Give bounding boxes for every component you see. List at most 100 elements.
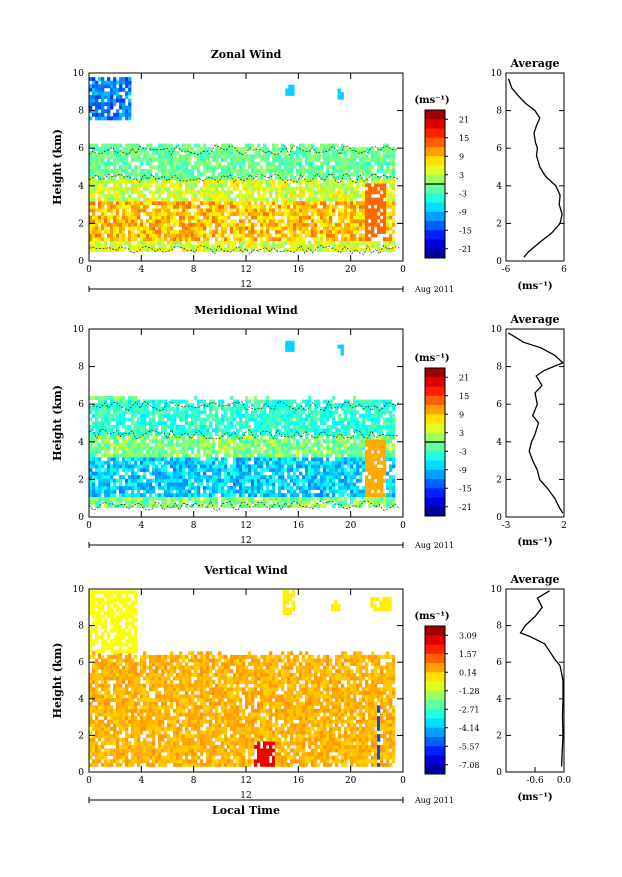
heatmap-cell — [212, 500, 215, 504]
heatmap-cell — [377, 226, 380, 230]
heatmap-cell — [134, 432, 137, 436]
heatmap-cell — [101, 446, 104, 450]
heatmap-cell — [284, 428, 287, 432]
heatmap-cell — [203, 443, 206, 447]
heatmap-cell — [311, 201, 314, 205]
heatmap-cell — [266, 147, 269, 151]
heatmap-cell — [140, 194, 143, 198]
heatmap-cell — [200, 147, 203, 151]
heatmap-cell — [299, 183, 302, 187]
heatmap-cell — [284, 414, 287, 418]
heatmap-cell — [98, 237, 101, 241]
heatmap-cell — [263, 454, 266, 458]
heatmap-cell — [92, 219, 95, 223]
y-axis-label: Height (km) — [51, 129, 64, 205]
heatmap-cell — [176, 439, 179, 443]
heatmap-cell — [104, 493, 107, 497]
heatmap-cell — [236, 180, 239, 184]
heatmap-cell — [392, 198, 395, 202]
heatmap-cell — [149, 457, 152, 461]
heatmap-cell — [116, 190, 119, 194]
heatmap-cell — [302, 482, 305, 486]
heatmap-cell — [368, 190, 371, 194]
heatmap-cell — [167, 425, 170, 429]
heatmap-cell — [350, 493, 353, 497]
heatmap-cell — [317, 472, 320, 476]
heatmap-cell — [167, 414, 170, 418]
heatmap-cell — [374, 219, 377, 223]
heatmap-cell — [239, 450, 242, 454]
heatmap-cell — [131, 500, 134, 504]
heatmap-cell — [224, 180, 227, 184]
heatmap-cell — [383, 190, 386, 194]
heatmap-cell — [128, 172, 131, 176]
heatmap-cell — [152, 158, 155, 162]
heatmap-cell — [167, 230, 170, 234]
heatmap-cell — [275, 414, 278, 418]
heatmap-cell — [386, 244, 389, 248]
heatmap-cell — [239, 403, 242, 407]
heatmap-cell — [173, 475, 176, 479]
heatmap-cell — [269, 410, 272, 414]
heatmap-cell — [152, 201, 155, 205]
heatmap-cell — [239, 223, 242, 227]
heatmap-cell — [182, 165, 185, 169]
heatmap-cell — [311, 410, 314, 414]
heatmap-cell — [194, 479, 197, 483]
heatmap-cell — [179, 162, 182, 166]
heatmap-cell — [188, 482, 191, 486]
heatmap-cell — [95, 88, 98, 92]
heatmap-cell — [155, 208, 158, 212]
heatmap-cell — [245, 450, 248, 454]
heatmap-cell — [176, 230, 179, 234]
heatmap-cell — [284, 400, 287, 404]
heatmap-cell — [95, 216, 98, 220]
heatmap-cell — [200, 500, 203, 504]
heatmap-cell — [149, 454, 152, 458]
heatmap-cell — [101, 116, 104, 120]
heatmap-cell — [215, 212, 218, 216]
heatmap-cell — [266, 454, 269, 458]
heatmap-cell — [143, 472, 146, 476]
heatmap-cell — [248, 486, 251, 490]
heatmap-cell — [176, 165, 179, 169]
heatmap-cell — [224, 165, 227, 169]
heatmap-cell — [203, 454, 206, 458]
heatmap-cell — [323, 205, 326, 209]
heatmap-cell — [326, 472, 329, 476]
heatmap-cell — [212, 154, 215, 158]
heatmap-cell — [308, 162, 311, 166]
heatmap-cell — [104, 172, 107, 176]
heatmap-cell — [197, 450, 200, 454]
heatmap-cell — [242, 165, 245, 169]
heatmap-cell — [323, 212, 326, 216]
heatmap-cell — [251, 500, 254, 504]
heatmap-cell — [308, 223, 311, 227]
colorbar-tick-label: -21 — [459, 245, 472, 254]
heatmap-cell — [95, 187, 98, 191]
heatmap-cell — [176, 237, 179, 241]
heatmap-cell — [107, 248, 110, 252]
heatmap-cell — [275, 439, 278, 443]
heatmap-cell — [173, 410, 176, 414]
heatmap-cell — [113, 482, 116, 486]
heatmap-cell — [224, 482, 227, 486]
heatmap-cell — [239, 237, 242, 241]
heatmap-cell — [311, 190, 314, 194]
heatmap-cell — [137, 144, 140, 148]
heatmap-cell — [287, 230, 290, 234]
heatmap-cell — [182, 176, 185, 180]
heatmap-cell — [305, 176, 308, 180]
heatmap-cell — [119, 169, 122, 173]
heatmap-cell — [365, 205, 368, 209]
heatmap-cell — [236, 472, 239, 476]
heatmap-cell — [188, 407, 191, 411]
heatmap-cell — [311, 158, 314, 162]
heatmap-cell — [137, 482, 140, 486]
heatmap-cell — [176, 410, 179, 414]
heatmap-cell — [275, 165, 278, 169]
heatmap-cell — [101, 400, 104, 404]
heatmap-cell — [155, 454, 158, 458]
heatmap-cell — [227, 223, 230, 227]
heatmap-cell — [221, 234, 224, 238]
